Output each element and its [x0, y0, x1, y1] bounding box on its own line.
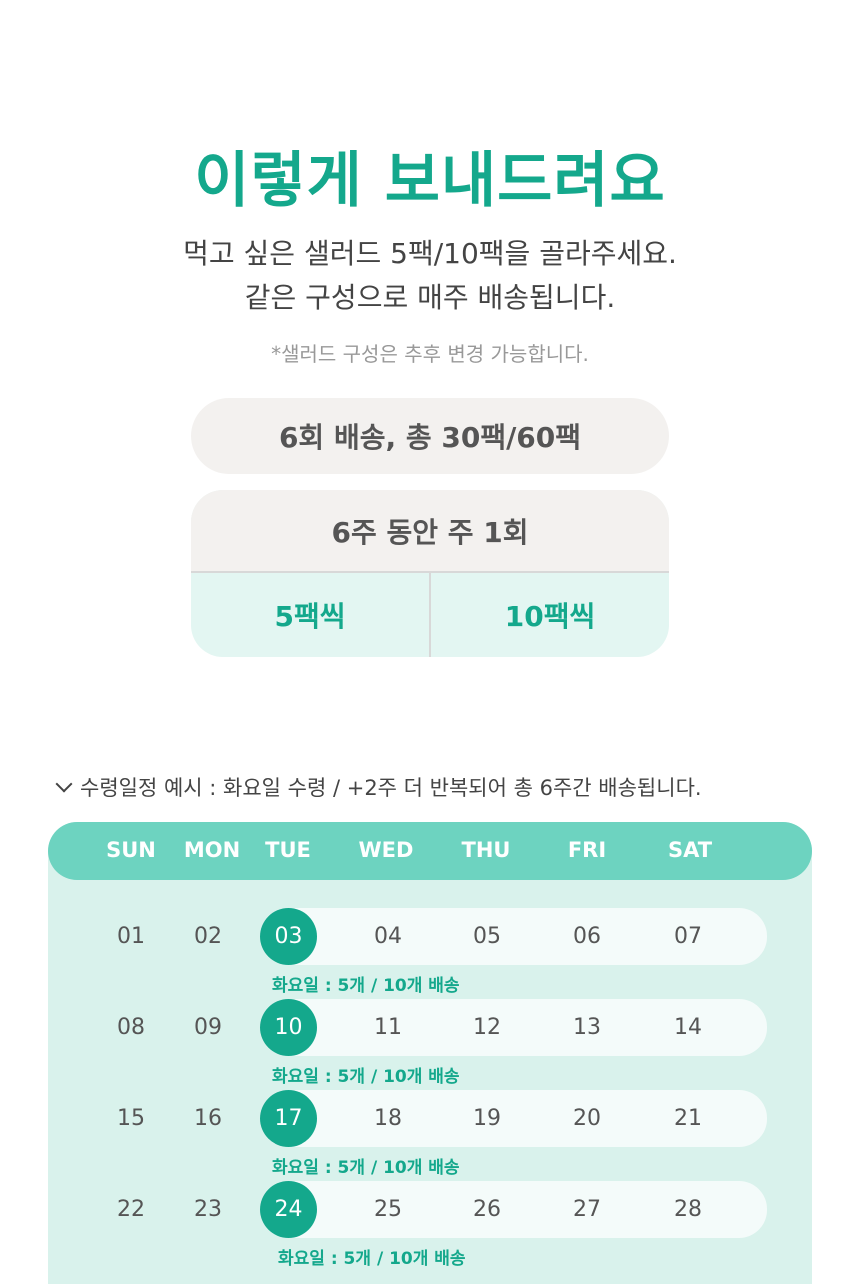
option-10-pack: 10팩씩 [429, 573, 669, 657]
calendar-day: 18 [374, 1106, 402, 1131]
delivery-day: 17 [260, 1090, 317, 1147]
calendar-day: 26 [473, 1197, 501, 1222]
week-highlight-lane [260, 1090, 767, 1147]
calendar-day: 21 [674, 1106, 702, 1131]
plan-box: 6주 동안 주 1회 5팩씩 10팩씩 [191, 490, 669, 657]
delivery-label: 화요일 : 5개 / 10개 배송 [272, 1158, 460, 1178]
calendar-day: 01 [117, 924, 145, 949]
week-highlight-lane [260, 908, 767, 965]
calendar-day: 20 [573, 1106, 601, 1131]
delivery-label: 화요일 : 5개 / 10개 배송 [272, 976, 460, 996]
delivery-day: 03 [260, 908, 317, 965]
calendar-day: 04 [374, 924, 402, 949]
calendar-day: 25 [374, 1197, 402, 1222]
weekday-thu: THU [461, 838, 511, 862]
weekday-mon: MON [183, 838, 241, 862]
calendar-day: 19 [473, 1106, 501, 1131]
schedule-caption: 수령일정 예시 : 화요일 수령 / +2주 더 반복되어 총 6주간 배송됩니… [52, 772, 702, 802]
calendar-day: 02 [194, 924, 222, 949]
calendar-day: 22 [117, 1197, 145, 1222]
calendar-day: 09 [194, 1015, 222, 1040]
delivery-day: 10 [260, 999, 317, 1056]
chevron-down-icon [55, 775, 73, 793]
delivery-label: 화요일 : 5개 / 10개 배송 [272, 1067, 460, 1087]
calendar-day: 16 [194, 1106, 222, 1131]
schedule-caption-text: 수령일정 예시 : 화요일 수령 / +2주 더 반복되어 총 6주간 배송됩니… [80, 776, 702, 800]
calendar-day: 13 [573, 1015, 601, 1040]
calendar-day: 11 [374, 1015, 402, 1040]
weekday-sun: SUN [106, 838, 156, 862]
calendar-day: 06 [573, 924, 601, 949]
calendar-day: 12 [473, 1015, 501, 1040]
change-note: *샐러드 구성은 추후 변경 가능합니다. [271, 342, 589, 366]
weekday-fri: FRI [567, 838, 607, 862]
plan-header: 6주 동안 주 1회 [191, 490, 669, 573]
delivery-day: 24 [260, 1181, 317, 1238]
description-line-1: 먹고 싶은 샐러드 5팩/10팩을 골라주세요. [183, 237, 677, 270]
calendar-day: 05 [473, 924, 501, 949]
delivery-label: 화요일 : 5개 / 10개 배송 [278, 1249, 466, 1269]
calendar-header [48, 822, 812, 880]
plan-options: 5팩씩 10팩씩 [191, 573, 669, 657]
delivery-summary: 6회 배송, 총 30팩/60팩 [191, 398, 669, 474]
description-line-2: 같은 구성으로 매주 배송됩니다. [244, 281, 616, 314]
calendar-day: 14 [674, 1015, 702, 1040]
weekday-sat: SAT [667, 838, 713, 862]
calendar-day: 15 [117, 1106, 145, 1131]
calendar-day: 07 [674, 924, 702, 949]
weekday-tue: TUE [265, 838, 311, 862]
calendar-day: 27 [573, 1197, 601, 1222]
option-5-pack: 5팩씩 [274, 600, 346, 633]
weekday-wed: WED [358, 838, 414, 862]
calendar-day: 08 [117, 1015, 145, 1040]
calendar-day: 23 [194, 1197, 222, 1222]
page-title: 이렇게 보내드려요 [194, 146, 666, 216]
week-highlight-lane [260, 1181, 767, 1238]
calendar-day: 28 [674, 1197, 702, 1222]
week-highlight-lane [260, 999, 767, 1056]
